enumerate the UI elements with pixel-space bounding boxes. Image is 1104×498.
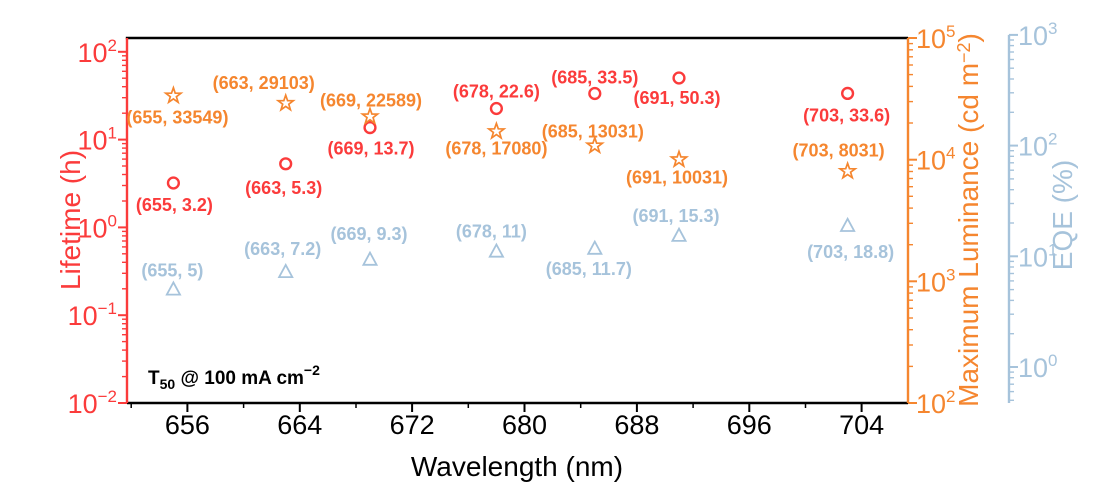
x-tick-label: 656 (165, 410, 210, 440)
point-label: (703, 33.6) (803, 105, 890, 125)
x-axis-title: Wavelength (nm) (411, 451, 623, 482)
point-label: (663, 7.2) (244, 239, 321, 259)
eqe-tick-label: 100 (1018, 351, 1058, 383)
x-tick-label: 672 (390, 410, 435, 440)
marker-triangle (165, 280, 182, 296)
eqe-tick-label: 102 (1018, 130, 1058, 162)
marker-triangle (277, 263, 294, 278)
series-eqe: (655, 5) (663, 7.2) (669, 9.3) (678, 11) (68… (141, 206, 894, 296)
marker-triangle (839, 216, 856, 232)
eqe-axis-title: EQE (%) (1047, 160, 1078, 270)
point-label: (669, 13.7) (327, 139, 414, 159)
point-label: (669, 9.3) (330, 224, 407, 244)
point-label: (663, 5.3) (245, 178, 322, 198)
marker-triangle (361, 250, 379, 266)
point-label: (691, 15.3) (632, 206, 719, 226)
luminance-tick-label: 102 (916, 387, 956, 419)
point-label: (663, 29103) (213, 73, 315, 93)
lifetime-axis-title: Lifetime (h) (55, 150, 86, 290)
lifetime-tick-label: 10−1 (68, 299, 117, 331)
series-lifetime: (655, 3.2) (663, 5.3)(669, 13.7) (678, 22.… (136, 68, 890, 216)
point-label: (655, 33549) (126, 108, 228, 128)
point-label: (669, 22589) (320, 91, 422, 111)
point-label: (685, 33.5) (551, 68, 638, 88)
marker-star (486, 120, 507, 141)
marker-circle (166, 176, 181, 190)
marker-circle (840, 86, 855, 101)
x-tick-label: 704 (839, 410, 884, 440)
marker-star (275, 92, 296, 112)
lifetime-tick-label: 102 (77, 36, 117, 68)
x-tick-label: 688 (614, 410, 659, 440)
luminance-tick-label: 104 (916, 144, 956, 176)
point-label: (678, 11) (456, 222, 527, 242)
x-tick-label: 680 (502, 410, 547, 440)
point-label: (655, 3.2) (136, 195, 213, 215)
lifetime-tick-label: 10−2 (68, 387, 117, 419)
marker-star (668, 148, 690, 169)
marker-triangle (488, 242, 505, 258)
marker-circle (588, 86, 602, 101)
annotation-t50: T50 @ 100 mA cm−2 (148, 362, 320, 392)
luminance-tick-label: 105 (916, 22, 956, 54)
point-label: (655, 5) (141, 261, 203, 281)
marker-star (359, 106, 381, 126)
marker-circle (363, 120, 377, 135)
marker-triangle (670, 226, 688, 242)
marker-triangle (586, 239, 603, 255)
point-label: (685, 13031) (542, 122, 644, 142)
point-label: (703, 18.8) (807, 242, 894, 262)
x-tick-label: 664 (277, 410, 322, 440)
marker-star (837, 160, 858, 180)
luminance-tick-label: 103 (916, 265, 956, 297)
series-luminance: (655, 33549) (663, 29103)(669, 22589) (678… (126, 73, 884, 187)
point-label: (691, 10031) (626, 168, 728, 188)
marker-circle (672, 71, 686, 85)
point-label: (703, 8031) (793, 140, 885, 160)
marker-star (584, 135, 605, 155)
marker-circle (489, 101, 504, 116)
luminance-axis-title: Maximum Luminance (cd m−2) (953, 33, 984, 407)
x-tick-label: 696 (727, 410, 772, 440)
point-label: (678, 22.6) (453, 82, 540, 102)
point-label: (691, 50.3) (633, 88, 720, 108)
eqe-tick-label: 103 (1018, 19, 1058, 51)
marker-star (163, 85, 184, 105)
point-label: (678, 17080) (445, 138, 547, 158)
marker-circle (279, 157, 293, 171)
point-label: (685, 11.7) (546, 259, 632, 279)
